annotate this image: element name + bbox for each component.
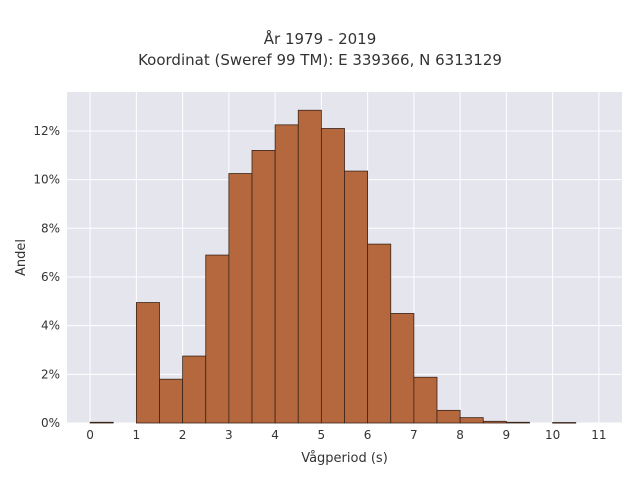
y-tick-label: 6%	[41, 270, 60, 284]
x-tick-label: 4	[271, 428, 279, 442]
histogram-bar	[413, 376, 438, 424]
y-tick-label: 8%	[41, 221, 60, 235]
y-tick-label: 10%	[33, 173, 60, 187]
x-tick-label: 5	[318, 428, 326, 442]
x-tick-label: 11	[591, 428, 606, 442]
x-axis-label: Vågperiod (s)	[301, 451, 388, 466]
histogram-bar	[182, 355, 207, 424]
histogram-bar	[274, 124, 299, 424]
histogram-bar	[205, 254, 230, 424]
chart-subtitle: Koordinat (Sweref 99 TM): E 339366, N 63…	[138, 51, 502, 69]
y-axis-ticks: 0% 2% 4% 6% 8% 10% 12%	[33, 124, 60, 430]
histogram-bar	[297, 109, 322, 424]
x-tick-label: 2	[179, 428, 187, 442]
x-tick-label: 1	[133, 428, 141, 442]
x-tick-label: 8	[456, 428, 464, 442]
y-tick-label: 12%	[33, 124, 60, 138]
histogram-bar	[459, 417, 484, 424]
histogram-bar	[344, 170, 369, 424]
chart-title: År 1979 - 2019	[263, 30, 377, 48]
y-axis-label: Andel	[14, 239, 29, 276]
x-axis-ticks: 0 1 2 3 4 5 6 7 8 9 10 11	[86, 428, 606, 442]
histogram-bar	[436, 409, 461, 424]
y-tick-label: 0%	[41, 416, 60, 430]
y-tick-label: 4%	[41, 319, 60, 333]
histogram-bar	[482, 420, 507, 424]
histogram-bar	[390, 313, 415, 424]
histogram-bar	[89, 421, 114, 424]
y-tick-label: 2%	[41, 367, 60, 381]
histogram-bar	[251, 150, 276, 424]
x-tick-label: 10	[545, 428, 560, 442]
histogram-bar	[367, 243, 392, 424]
histogram-bar	[135, 302, 160, 424]
x-tick-label: 0	[86, 428, 94, 442]
histogram-bar	[552, 422, 577, 424]
x-tick-label: 9	[503, 428, 511, 442]
histogram-bar	[159, 378, 184, 424]
histogram-bar	[228, 173, 253, 424]
x-tick-label: 6	[364, 428, 372, 442]
histogram-bar	[320, 128, 345, 424]
histogram-bar	[505, 421, 530, 424]
x-tick-label: 3	[225, 428, 233, 442]
histogram-bars	[89, 109, 577, 424]
x-tick-label: 7	[410, 428, 418, 442]
